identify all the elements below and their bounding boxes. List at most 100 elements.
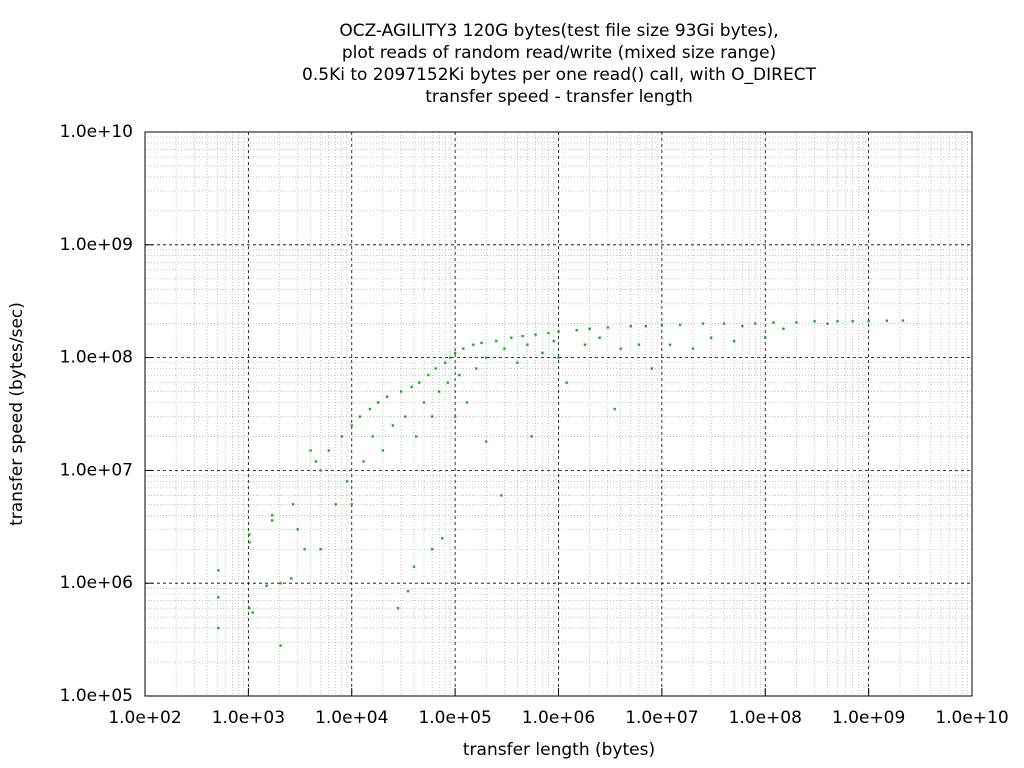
point [547, 331, 550, 335]
point [422, 401, 426, 404]
point [495, 339, 498, 343]
point [248, 533, 251, 536]
point [270, 519, 274, 522]
x-tick-label: 1.0e+09 [832, 708, 905, 728]
point [598, 336, 601, 339]
x-tick-label: 1.0e+08 [729, 708, 802, 728]
point [418, 381, 421, 384]
point [650, 367, 654, 370]
point [441, 537, 444, 540]
point [412, 565, 416, 568]
point [291, 503, 295, 506]
point [678, 323, 682, 327]
y-tick-label: 1.0e+07 [60, 460, 133, 480]
point [613, 407, 616, 411]
point [327, 449, 331, 452]
point [430, 548, 434, 551]
point [319, 548, 322, 551]
point [248, 541, 251, 544]
point [867, 320, 870, 323]
point [668, 343, 672, 346]
y-tick-label: 1.0e+10 [60, 122, 133, 142]
point [449, 356, 452, 359]
point [358, 415, 362, 418]
point [303, 548, 306, 551]
y-tick-label: 1.0e+09 [60, 235, 133, 255]
point [583, 343, 587, 346]
point [381, 449, 385, 452]
point [475, 367, 478, 370]
point [629, 324, 632, 328]
point [795, 321, 798, 324]
x-tick-label: 1.0e+04 [315, 708, 388, 728]
y-tick-label: 1.0e+05 [60, 686, 133, 706]
point [427, 373, 430, 377]
y-axis-label: transfer speed (bytes/sec) [7, 302, 27, 526]
x-tick-label: 1.0e+07 [625, 708, 698, 728]
point [885, 319, 889, 322]
chart-title: OCZ-AGILITY3 120G bytes(test file size 9… [339, 21, 778, 41]
point [480, 341, 483, 345]
point [503, 347, 506, 350]
point [557, 330, 560, 333]
point [296, 528, 299, 531]
point [701, 322, 705, 325]
point [557, 356, 560, 359]
chart-title: transfer speed - transfer length [425, 87, 693, 107]
point [217, 596, 220, 599]
point [764, 336, 767, 339]
point [465, 401, 469, 404]
point [836, 320, 839, 323]
point [430, 415, 434, 418]
point [462, 347, 465, 350]
point [217, 569, 220, 572]
point [516, 361, 519, 364]
x-tick-label: 1.0e+02 [108, 708, 181, 728]
point [530, 435, 533, 438]
point [453, 351, 457, 355]
point [290, 577, 293, 580]
point [350, 503, 353, 506]
point [391, 424, 395, 427]
chart-title: 0.5Ki to 2097152Ki bytes per one read() … [302, 65, 817, 85]
point [552, 339, 555, 343]
point [619, 347, 622, 350]
point [396, 607, 400, 610]
point [691, 347, 695, 350]
point [472, 343, 475, 346]
point [575, 328, 578, 332]
point [901, 319, 905, 322]
point [265, 584, 268, 587]
point [458, 373, 461, 377]
point [485, 356, 488, 359]
point [340, 435, 343, 438]
point [782, 327, 785, 331]
point [485, 440, 488, 443]
point [722, 322, 726, 325]
chart-title: plot reads of random read/write (mixed s… [342, 43, 776, 63]
point [362, 460, 365, 463]
point [637, 343, 641, 346]
point [534, 333, 537, 336]
point [279, 644, 282, 647]
point [565, 381, 568, 384]
point [588, 327, 591, 331]
point [385, 395, 389, 398]
point [826, 322, 829, 325]
point [851, 320, 854, 323]
point [541, 351, 544, 355]
x-tick-label: 1.0e+10 [935, 708, 1008, 728]
point [446, 381, 450, 384]
point [251, 611, 254, 614]
point [772, 321, 775, 324]
point [732, 339, 736, 343]
point [376, 401, 380, 404]
point [314, 460, 318, 463]
point [410, 385, 413, 389]
point [606, 326, 610, 329]
point [350, 424, 353, 427]
point [510, 336, 513, 339]
point [709, 336, 713, 339]
